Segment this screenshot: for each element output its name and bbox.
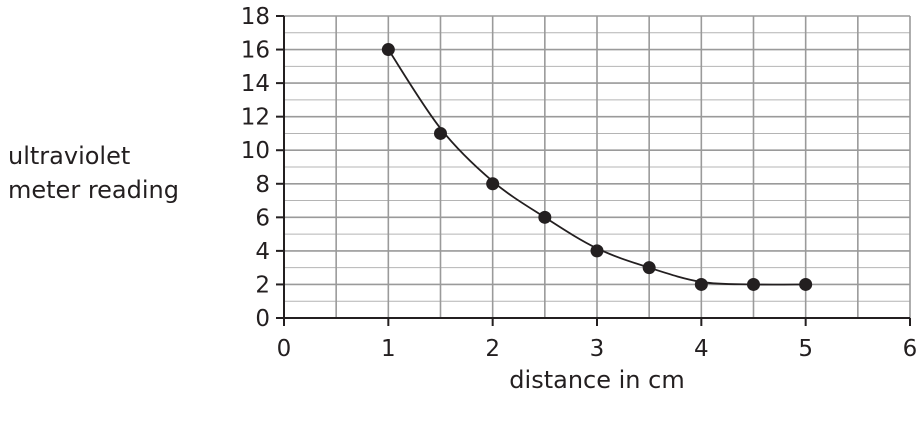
y-tick-label: 10: [241, 138, 270, 164]
data-point: [799, 277, 813, 291]
data-point: [642, 261, 656, 275]
data-point: [694, 277, 708, 291]
x-axis-label: distance in cm: [509, 366, 684, 394]
y-tick-label: 14: [241, 71, 270, 97]
y-tick-label: 4: [255, 239, 270, 265]
data-point: [381, 43, 395, 57]
y-axis-label-line-2: meter reading: [8, 176, 179, 204]
grid: [284, 15, 911, 318]
x-tick-label: 4: [694, 336, 709, 362]
y-tick-label: 6: [255, 205, 270, 231]
x-tick-label: 6: [903, 336, 918, 362]
y-tick-labels: 0 2 4 6 8 10 12 14 16 18: [241, 4, 270, 332]
y-tick-label: 12: [241, 105, 270, 131]
x-tick-label: 5: [798, 336, 813, 362]
x-tick-label: 2: [485, 336, 500, 362]
data-point: [590, 244, 604, 258]
x-tick-labels: 0 1 2 3 4 5 6: [277, 336, 918, 362]
y-tick-label: 18: [241, 4, 270, 30]
x-tick-label: 3: [590, 336, 605, 362]
y-tick-label: 0: [255, 306, 270, 332]
y-tick-label: 8: [255, 172, 270, 198]
data-point: [486, 177, 500, 191]
data-point: [538, 210, 552, 224]
axes: [276, 15, 911, 326]
data-point: [747, 277, 760, 291]
x-tick-label: 0: [277, 336, 292, 362]
y-tick-label: 2: [255, 272, 270, 298]
data-points: [381, 43, 813, 291]
y-axis-label-line-1: ultraviolet: [8, 142, 130, 170]
y-tick-label: 16: [241, 38, 270, 64]
x-tick-label: 1: [381, 336, 396, 362]
data-point: [434, 126, 447, 140]
